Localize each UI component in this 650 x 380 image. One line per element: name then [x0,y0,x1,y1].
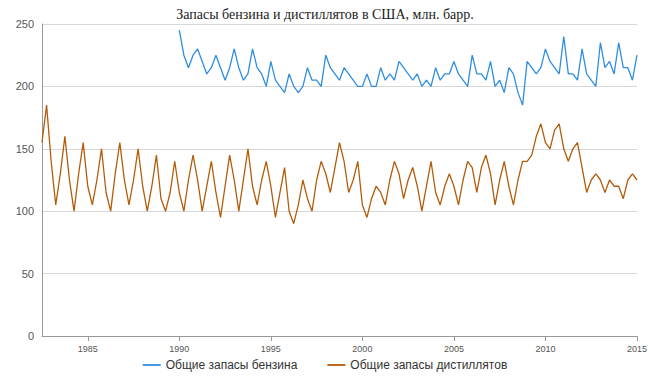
svg-text:1985: 1985 [78,344,98,354]
svg-text:0: 0 [28,330,34,342]
svg-text:2015: 2015 [627,344,647,354]
svg-text:200: 200 [16,80,34,92]
svg-text:2005: 2005 [444,344,464,354]
svg-text:250: 250 [16,18,34,30]
svg-text:Общие запасы дистиллятов: Общие запасы дистиллятов [350,358,507,372]
svg-text:2000: 2000 [352,344,372,354]
svg-text:Общие запасы бензина: Общие запасы бензина [166,358,298,372]
svg-text:Запасы бензина и дистиллятов в: Запасы бензина и дистиллятов в США, млн.… [176,7,474,22]
svg-text:1990: 1990 [169,344,189,354]
svg-text:50: 50 [22,268,34,280]
svg-text:100: 100 [16,205,34,217]
svg-text:150: 150 [16,143,34,155]
svg-text:1995: 1995 [261,344,281,354]
svg-text:2010: 2010 [535,344,555,354]
